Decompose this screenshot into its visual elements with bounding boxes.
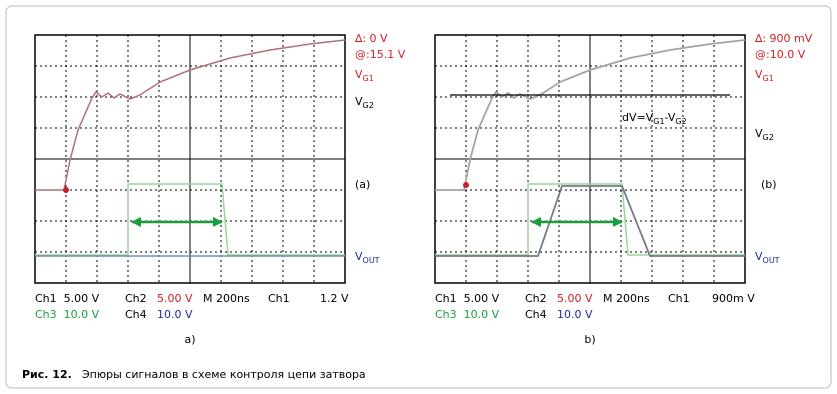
readout: 5.00 V [557, 292, 593, 305]
label-vout-sub: OUT [363, 256, 380, 265]
readout: 5.00 V [157, 292, 193, 305]
readout: Ch1 5.00 V [435, 292, 500, 305]
figure-frame [6, 6, 831, 388]
cursor-delta: ∆: 0 V [354, 32, 388, 45]
readout: Ch4 [525, 308, 547, 321]
trigger-dot [63, 187, 69, 193]
cursor-at: @:10.0 V [755, 48, 806, 61]
readout: Ch1 [268, 292, 290, 305]
formula-part: G2 [675, 117, 686, 126]
readout: 10.0 V [157, 308, 193, 321]
readout: Ch3 10.0 V [35, 308, 100, 321]
readout: 1.2 V [320, 292, 349, 305]
trigger-dot [463, 182, 469, 188]
readout: Ch2 [525, 292, 547, 305]
formula-part: dV=V [622, 111, 654, 124]
readout: Ch1 [668, 292, 690, 305]
caption-number: Рис. 12. [22, 368, 72, 381]
label-vg2-sub: G2 [363, 101, 374, 110]
panel-label: a) [184, 333, 195, 346]
readout: 900m V [712, 292, 755, 305]
cursor-at: @:15.1 V [355, 48, 406, 61]
label-vg1-sub: G1 [763, 74, 774, 83]
readout: M 200ns [203, 292, 250, 305]
panel-label: b) [584, 333, 595, 346]
readout: Ch1 5.00 V [35, 292, 100, 305]
caption-text: Эпюры сигналов в схеме контроля цепи зат… [82, 368, 366, 381]
readout: 10.0 V [557, 308, 593, 321]
cursor-delta: ∆: 900 mV [754, 32, 813, 45]
label-vout-sub: OUT [763, 256, 780, 265]
readout: Ch2 [125, 292, 147, 305]
readout: Ch3 10.0 V [435, 308, 500, 321]
readout: M 200ns [603, 292, 650, 305]
panel-marker: (a) [355, 178, 370, 191]
label-vg1-sub: G1 [363, 74, 374, 83]
panel-marker: (b) [761, 178, 777, 191]
formula-part: -V [665, 111, 676, 124]
label-vg2-sub: G2 [763, 133, 774, 142]
formula-part: G1 [653, 117, 664, 126]
readout: Ch4 [125, 308, 147, 321]
figure: Рис. 12. Эпюры сигналов в схеме контроля… [0, 0, 837, 394]
